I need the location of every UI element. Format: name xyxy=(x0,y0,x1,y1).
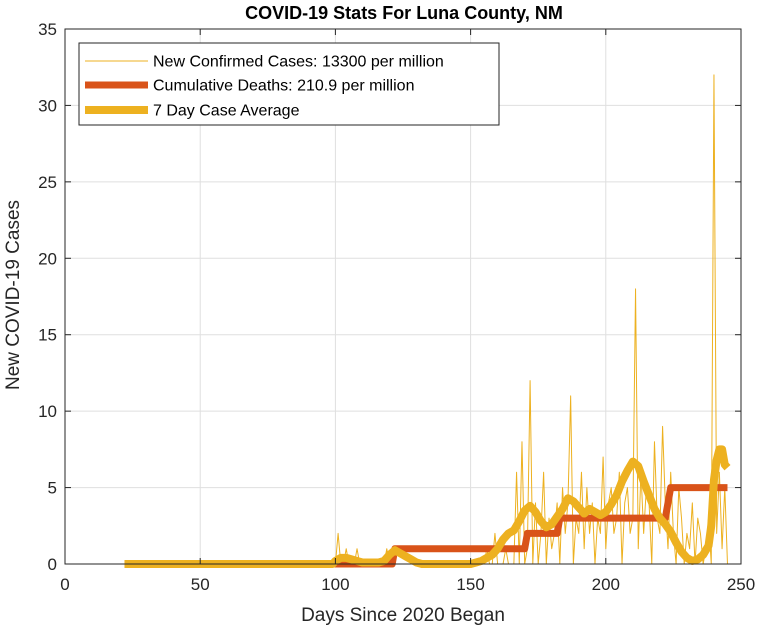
y-tick-label: 15 xyxy=(38,326,57,345)
axis-ticks: 0 50 100 150 200 250 0 5 10 15 20 25 30 35 xyxy=(38,20,755,594)
x-tick-label: 200 xyxy=(592,575,620,594)
x-tick-label: 50 xyxy=(191,575,210,594)
y-axis-label: New COVID-19 Cases xyxy=(3,200,24,390)
legend-label-new-cases: New Confirmed Cases: 13300 per million xyxy=(153,54,444,71)
legend-label-average: 7 Day Case Average xyxy=(153,103,300,120)
y-tick-label: 25 xyxy=(38,173,57,192)
x-axis-label: Days Since 2020 Began xyxy=(301,605,505,626)
x-tick-label: 150 xyxy=(456,575,484,594)
y-tick-label: 20 xyxy=(38,249,57,268)
y-tick-label: 10 xyxy=(38,402,57,421)
legend-label-deaths: Cumulative Deaths: 210.9 per million xyxy=(153,78,414,95)
plot-frame xyxy=(64,28,742,565)
legend-box xyxy=(78,42,500,126)
x-tick-label: 250 xyxy=(727,575,755,594)
y-tick-label: 5 xyxy=(48,479,57,498)
legend: New Confirmed Cases: 13300 per million C… xyxy=(78,42,500,126)
y-tick-label: 30 xyxy=(38,96,57,115)
y-tick-label: 0 xyxy=(48,555,57,574)
x-tick-label: 100 xyxy=(321,575,349,594)
series-7-day-average xyxy=(124,445,731,568)
chart-title: COVID-19 Stats For Luna County, NM xyxy=(245,3,563,23)
y-tick-label: 35 xyxy=(38,20,57,39)
x-tick-label: 0 xyxy=(60,575,69,594)
